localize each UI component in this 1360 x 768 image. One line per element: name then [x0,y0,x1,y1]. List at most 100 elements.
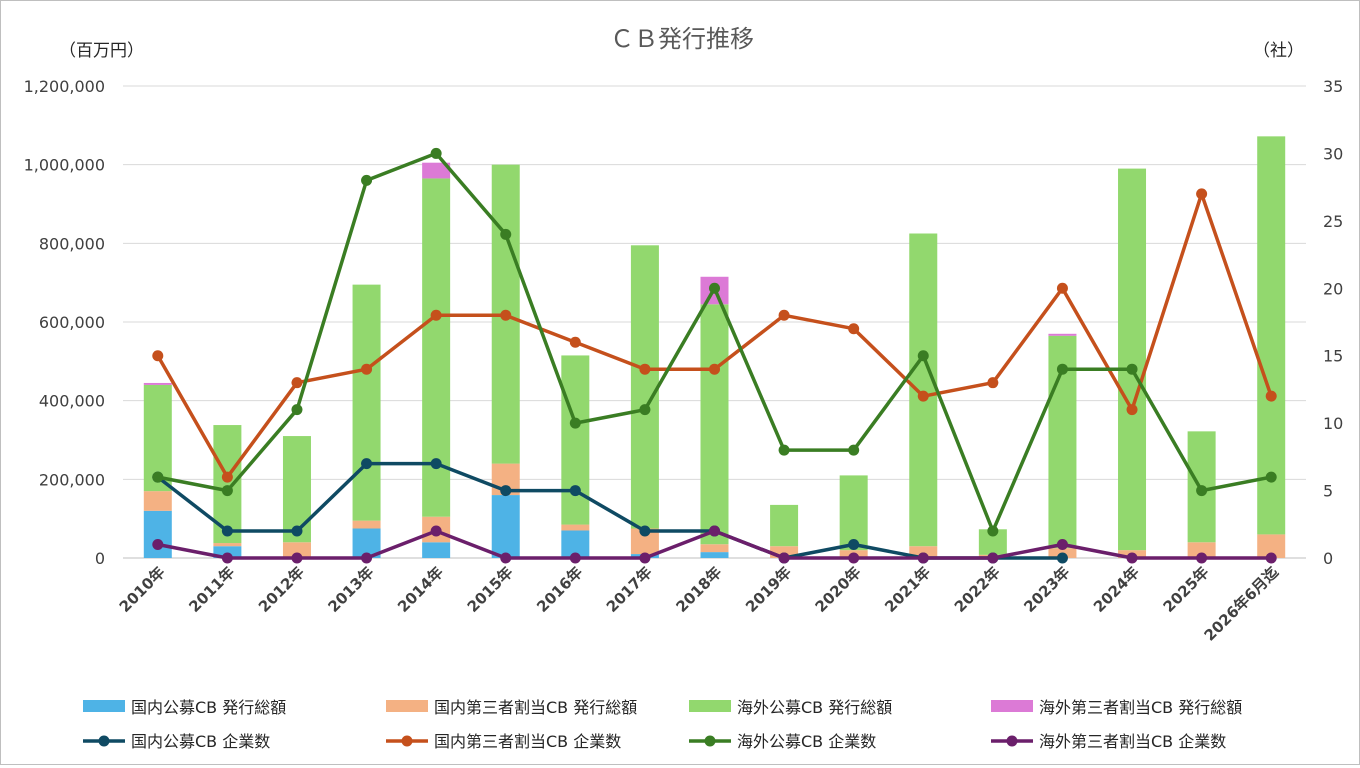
legend-label: 海外公募CB 発行総額 [737,698,892,717]
series-point [221,525,233,537]
series-point [500,552,512,564]
x-tick-label: 2012年 [255,563,308,616]
bar-segment [213,543,242,547]
bar-segment [700,552,729,558]
legend-swatch [991,700,1033,712]
series-point [500,309,512,321]
legend-swatch [83,700,125,712]
bar-segment [1048,333,1077,336]
legend-swatch [386,700,428,712]
series-point [917,390,929,402]
right-axis-unit: （社） [1253,41,1304,61]
bar-segment [1187,542,1216,558]
series-point [430,458,442,470]
series-point [917,350,929,362]
y-right-tick-label: 20 [1323,279,1343,298]
series-point [1056,363,1068,375]
bar-segment [770,504,799,547]
series-point [1126,552,1138,564]
series-point [430,309,442,321]
y-left-tick-label: 200,000 [39,470,105,489]
bar-segment [1257,534,1286,558]
series-point [709,363,720,375]
series-point [639,363,651,375]
x-tick-label: 2020年 [812,563,865,616]
legend-marker [98,735,110,747]
series-point [221,552,233,564]
legend-label: 国内公募CB 企業数 [131,732,270,751]
bar-segment [282,436,311,543]
bar-segment [352,520,381,529]
x-tick-label: 2011年 [185,563,238,616]
series-point [569,417,581,429]
series-point [1196,485,1208,497]
y-left-tick-label: 600,000 [39,313,105,332]
legend-label: 海外第三者割当CB 企業数 [1039,732,1226,751]
bar-segment [143,510,172,558]
series-point [291,525,303,537]
legend: 国内公募CB 発行総額 国内第三者割当CB 発行総額 海外公募CB 発行総額 海外第三… [83,698,1242,751]
series-point [987,525,999,537]
legend-swatch [689,700,731,712]
left-axis-unit: （百万円） [59,41,144,61]
x-tick-label: 2025年 [1160,563,1213,616]
x-tick-label: 2018年 [672,563,725,616]
x-axis-labels: 2010年 2011年 2012年 2013年 2014年 2015年 2016年 2017年… [116,562,1283,644]
x-tick-label: 2019年 [742,563,795,616]
series-point [361,174,373,186]
series-point [291,552,303,564]
bar-segment [700,544,729,553]
series-point [709,525,720,537]
series-point [152,350,164,362]
y-right-tick-label: 10 [1323,414,1343,433]
series-point [848,552,860,564]
legend-label: 海外公募CB 企業数 [737,732,876,751]
bar-segment [422,162,451,179]
legend-marker [1006,735,1018,747]
line-series-group [152,147,1277,564]
series-point [569,336,581,348]
bar-segment [143,382,172,385]
series-point [1265,471,1277,483]
series-point [221,471,233,483]
left-axis-ticks: 0 200,000 400,000 600,000 800,000 1,000,000 1,… [24,77,105,568]
bar-segment [700,304,729,545]
bar-segment [630,245,659,529]
series-point [1126,363,1138,375]
chart-title: ＣＢ発行推移 [610,25,754,53]
series-point [778,552,790,564]
series-point [152,471,164,483]
legend-label: 海外第三者割当CB 発行総額 [1039,698,1242,717]
series-point [639,552,651,564]
x-tick-label: 2013年 [325,563,378,616]
series-point [430,147,442,159]
series-point [569,552,581,564]
series-point [291,404,303,416]
bar-segment [282,542,311,558]
series-point [291,377,303,389]
y-left-tick-label: 0 [95,549,105,568]
series-point [639,404,651,416]
bar-series-group [143,136,1286,558]
bar-segment [770,546,799,558]
bar-segment [352,284,381,521]
series-point [639,525,651,537]
series-point [987,552,999,564]
bar-segment [909,546,938,558]
x-tick-label: 2014年 [394,563,447,616]
series-point [430,525,442,537]
series-point [361,363,373,375]
series-point [569,485,581,497]
legend-marker [704,735,716,747]
series-point [848,444,860,456]
series-point [1056,539,1068,551]
series-point [848,323,860,335]
series-point [1196,188,1208,200]
series-line [156,461,1063,560]
series-point [361,458,373,470]
series-point [848,539,860,551]
series-point [500,485,512,497]
x-tick-label: 2017年 [603,563,656,616]
legend-marker [401,735,413,747]
